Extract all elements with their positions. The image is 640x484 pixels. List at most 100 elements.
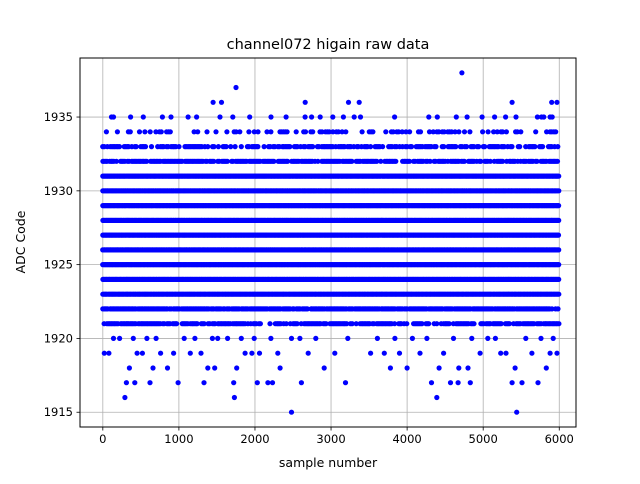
data-point: [287, 144, 292, 149]
data-point: [210, 336, 215, 341]
data-point: [117, 336, 122, 341]
data-point: [188, 351, 193, 356]
data-point: [332, 351, 337, 356]
data-point: [233, 144, 238, 149]
data-point: [555, 306, 560, 311]
data-point: [498, 351, 503, 356]
data-point: [232, 395, 237, 400]
data-point: [257, 351, 262, 356]
data-point: [111, 336, 116, 341]
data-point: [215, 336, 220, 341]
data-point: [357, 100, 362, 105]
data-point: [433, 144, 438, 149]
data-point: [469, 336, 474, 341]
data-point: [380, 144, 385, 149]
data-point: [117, 144, 122, 149]
data-point: [509, 144, 514, 149]
data-point: [554, 351, 559, 356]
data-point: [556, 247, 561, 252]
data-point: [255, 380, 260, 385]
data-point: [556, 174, 561, 179]
data-point: [182, 336, 187, 341]
data-point: [243, 351, 248, 356]
data-point: [485, 336, 490, 341]
data-point: [544, 365, 549, 370]
data-point: [493, 336, 498, 341]
data-point: [509, 100, 514, 105]
data-point: [426, 321, 431, 326]
data-point: [368, 144, 373, 149]
data-point: [262, 144, 267, 149]
data-point: [140, 351, 145, 356]
data-point: [212, 365, 217, 370]
data-point: [513, 365, 518, 370]
data-point: [529, 351, 534, 356]
data-point: [556, 203, 561, 208]
data-point: [270, 380, 275, 385]
data-point: [382, 351, 387, 356]
data-point: [429, 380, 434, 385]
data-point: [410, 336, 415, 341]
data-point: [523, 336, 528, 341]
data-point: [503, 351, 508, 356]
data-point: [405, 365, 410, 370]
data-point: [535, 380, 540, 385]
data-point: [451, 336, 456, 341]
data-point: [211, 100, 216, 105]
data-point: [556, 188, 561, 193]
data-point: [122, 395, 127, 400]
data-point: [224, 144, 229, 149]
data-point: [154, 336, 159, 341]
data-point: [409, 144, 414, 149]
data-point: [346, 100, 351, 105]
data-point: [424, 336, 429, 341]
data-point: [201, 380, 206, 385]
data-point: [375, 336, 380, 341]
data-point: [278, 365, 283, 370]
data-point: [134, 144, 139, 149]
data-point: [556, 262, 561, 267]
data-point: [176, 380, 181, 385]
data-point: [265, 380, 270, 385]
data-point: [171, 351, 176, 356]
data-point: [519, 380, 524, 385]
data-point: [299, 380, 304, 385]
data-point: [556, 292, 561, 297]
data-point: [102, 351, 107, 356]
data-point: [275, 351, 280, 356]
data-point: [252, 336, 257, 341]
data-point: [456, 380, 461, 385]
data-point: [397, 351, 402, 356]
data-point: [434, 395, 439, 400]
data-point: [144, 336, 149, 341]
data-point: [417, 351, 422, 356]
data-point: [150, 365, 155, 370]
data-point: [135, 351, 140, 356]
data-point: [556, 218, 561, 223]
data-point: [176, 144, 181, 149]
data-point: [468, 380, 473, 385]
data-point: [289, 410, 294, 415]
data-point: [258, 321, 263, 326]
data-point: [297, 336, 302, 341]
data-point: [124, 380, 129, 385]
data-point: [478, 351, 483, 356]
data-point: [225, 336, 230, 341]
data-point: [343, 380, 348, 385]
data-point: [393, 159, 398, 164]
data-point: [549, 100, 554, 105]
data-point: [482, 144, 487, 149]
data-point: [289, 336, 294, 341]
data-point: [313, 336, 318, 341]
data-point: [267, 321, 272, 326]
data-point: [368, 351, 373, 356]
data-point: [165, 365, 170, 370]
data-point: [310, 144, 315, 149]
data-point: [514, 410, 519, 415]
data-point: [106, 351, 111, 356]
data-point: [453, 144, 458, 149]
data-point: [249, 351, 254, 356]
data-point: [345, 336, 350, 341]
data-point: [127, 365, 132, 370]
